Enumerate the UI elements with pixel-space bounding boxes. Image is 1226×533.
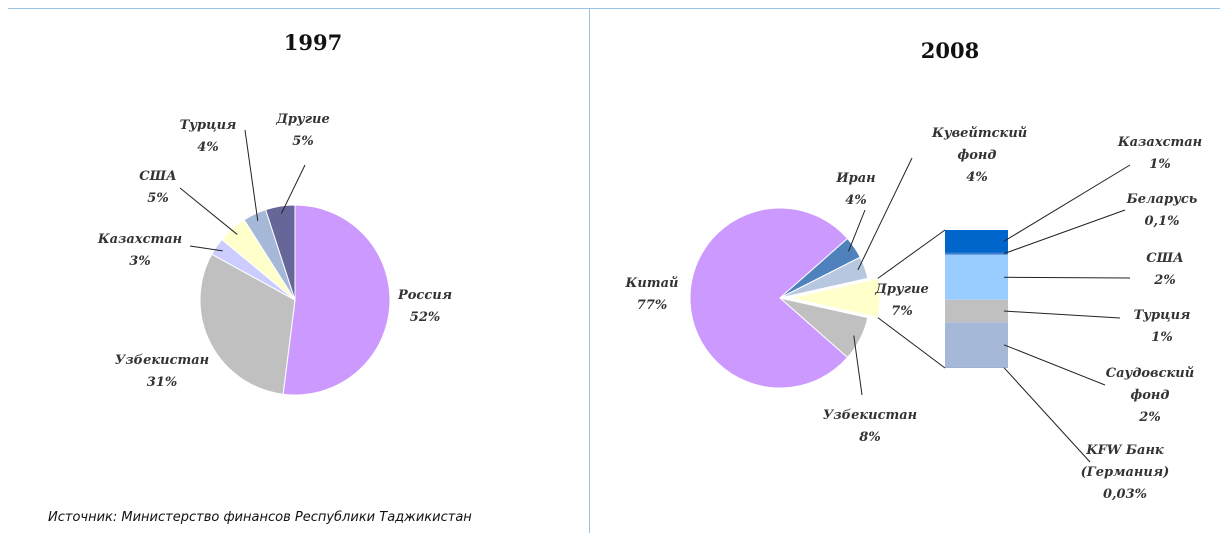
label-value: 7% — [891, 304, 913, 319]
label-name: Казахстан — [97, 232, 183, 247]
label-value: 5% — [147, 191, 169, 206]
leader-line — [1003, 209, 1126, 255]
pie-slice — [779, 256, 869, 299]
source: Источник: Министерство финансов Республи… — [48, 510, 472, 525]
label-name: Турция — [179, 118, 237, 133]
label-value: 2% — [1154, 273, 1176, 288]
data-label: Турция 4% — [180, 115, 237, 159]
label-value: 8% — [859, 430, 881, 445]
data-label: Кувейтский фонд 4% — [932, 123, 1028, 189]
label-name: Китай — [625, 276, 679, 291]
pie-slice — [199, 253, 296, 395]
label-name: Иран — [836, 171, 876, 186]
data-label: Турция 1% — [1134, 305, 1191, 349]
leader-line — [1003, 276, 1131, 279]
label-value: 5% — [292, 134, 314, 149]
bar-segment — [945, 254, 1008, 300]
data-label: Узбекистан 8% — [823, 405, 917, 449]
leader-line — [179, 187, 238, 235]
label-name: Турция — [1133, 308, 1191, 323]
label-name: Кувейтский фонд — [932, 126, 1028, 163]
pie-slice — [265, 204, 296, 301]
label-name: Узбекистан — [114, 353, 210, 368]
label-value: 2% — [1139, 410, 1161, 425]
label-name: Другие — [875, 282, 929, 297]
data-label: Россия 52% — [398, 285, 452, 329]
label-value: 0,1% — [1144, 214, 1180, 229]
data-label: Китай 77% — [626, 273, 679, 317]
label-value: 1% — [1149, 157, 1171, 172]
label-name: Саудовский фонд — [1105, 366, 1195, 403]
label-name: США — [1146, 251, 1184, 266]
bar-segment — [945, 367, 1008, 368]
label-value: 0,03% — [1102, 487, 1147, 502]
leader-line — [189, 245, 223, 252]
label-value: 4% — [197, 140, 219, 155]
pie-slice — [789, 277, 881, 319]
data-label: США 5% — [139, 166, 176, 210]
leader-line — [848, 209, 866, 252]
label-value: 1% — [1151, 330, 1173, 345]
pie-slice — [689, 207, 849, 389]
label-value: 77% — [636, 298, 668, 313]
label-name: Россия — [397, 288, 453, 303]
data-label: Другие 5% — [276, 109, 329, 153]
chart-title: 1997 — [283, 30, 343, 55]
bar-segment — [945, 230, 1008, 253]
label-name: Узбекистан — [822, 408, 918, 423]
connector — [877, 229, 946, 279]
label-name: KFW Банк (Германия) — [1080, 443, 1170, 480]
panel — [590, 8, 1220, 533]
data-label: Другие 7% — [875, 279, 928, 323]
leader-line — [1003, 164, 1131, 242]
bar-segment — [945, 322, 1008, 368]
label-name: США — [139, 169, 177, 184]
pie-slice — [282, 204, 391, 396]
label-name: Другие — [276, 112, 330, 127]
data-label: Казахстан 3% — [98, 229, 182, 273]
label-value: 3% — [129, 254, 151, 269]
label-value: 52% — [409, 310, 441, 325]
label-name: Беларусь — [1126, 192, 1198, 207]
leader-line — [1003, 310, 1121, 319]
leader-line — [1003, 344, 1106, 386]
leader-line — [857, 157, 913, 271]
chart-title: 2008 — [920, 38, 980, 63]
panel — [8, 8, 590, 533]
data-label: Саудовский фонд 2% — [1100, 363, 1200, 429]
data-label: Беларусь 0,1% — [1127, 189, 1198, 233]
bar-segment — [945, 299, 1008, 323]
label-value: 31% — [146, 375, 178, 390]
data-label: Узбекистан 31% — [115, 350, 209, 394]
leader-line — [1003, 367, 1091, 463]
leader-line — [853, 335, 863, 396]
data-label: Иран 4% — [836, 168, 875, 212]
connector — [877, 317, 946, 369]
data-label: Казахстан 1% — [1118, 132, 1202, 176]
label-value: 4% — [845, 193, 867, 208]
label-name: Казахстан — [1117, 135, 1203, 150]
label-value: 4% — [966, 170, 988, 185]
leader-line — [280, 164, 306, 214]
data-label: США 2% — [1146, 248, 1183, 292]
bar-segment — [945, 252, 1008, 255]
leader-line — [244, 129, 259, 221]
data-label: KFW Банк (Германия) 0,03% — [1075, 440, 1175, 506]
